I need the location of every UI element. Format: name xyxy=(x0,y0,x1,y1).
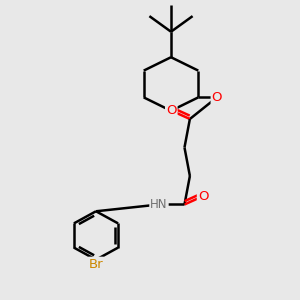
Text: Br: Br xyxy=(89,258,103,271)
Text: O: O xyxy=(198,190,208,202)
Text: O: O xyxy=(212,91,222,104)
Text: HN: HN xyxy=(150,198,168,211)
Text: O: O xyxy=(166,104,176,117)
